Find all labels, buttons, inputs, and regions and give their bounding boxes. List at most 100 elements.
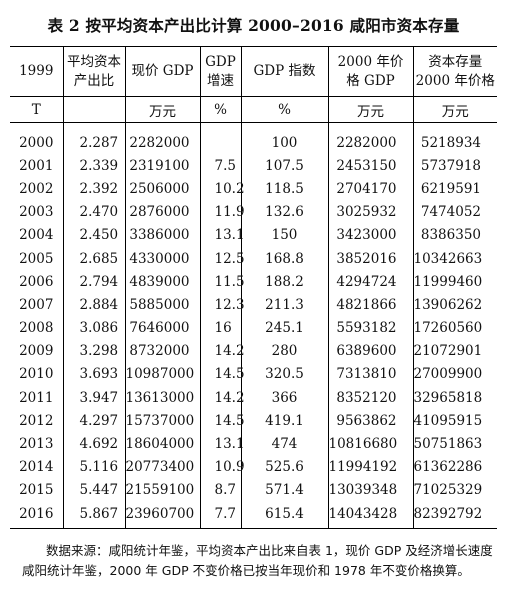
table-cell: 14043428 [327,502,413,530]
table-cell: 8732000 [124,339,200,363]
table-cell: 2000 [19,134,54,151]
table-row: 2000 2.287 2282000 100 2282000 5218934 [10,122,497,155]
table-cell: 17260560 [412,316,497,340]
table-cell: 571.4 [240,478,328,502]
table-cell: 61362286 [412,455,497,479]
table-cell: 7313810 [327,362,413,387]
table-cell: 3423000 [327,223,413,247]
table-cell: 82392792 [412,502,497,530]
table-cell: 2506000 [124,177,200,201]
table-cell: 4.692 [62,432,125,456]
table-cell: 3852016 [327,246,413,271]
table-cell: 2.287 [62,122,125,155]
unit-cell [62,96,125,123]
column-header-line: GDP [205,53,236,70]
column-header-line: 现价 GDP [131,63,194,79]
header-row: 1999 平均资本产出比 现价 GDP GDP 增速 GDP 指数 2000 年价格 GDP… [10,46,497,97]
table-row: 2003 2.470 2876000 11.9 132.6 3025932 7474052 [10,200,497,224]
column-header: GDP 指数 [240,46,328,97]
column-header: 现价 GDP [124,46,200,97]
table-cell: 2010 [19,366,54,383]
table-cell: 21072901 [412,339,497,363]
column-header: GDP 增速 [199,46,241,97]
table-row: 2006 2.794 4839000 11.5 188.2 4294724 11999460 [10,270,497,294]
table-cell: 2282000 [327,122,413,155]
table-cell: 2012 [19,412,54,429]
table-cell: 615.4 [240,502,328,530]
table-row: 2014 5.116 20773400 10.9 525.6 11994192 613622… [10,455,497,479]
table-cell: 71025329 [412,478,497,502]
table-row: 2007 2.884 5885000 12.3 211.3 4821866 13906262 [10,293,497,317]
table-cell: 3.947 [62,386,125,410]
table-row: 2012 4.297 15737000 14.5 419.1 9563862 4109591… [10,409,497,433]
table-cell: 2011 [19,389,54,406]
table-cell: 14.5 [199,409,245,433]
column-header: 1999 [10,46,63,97]
table-cell: 107.5 [240,154,328,178]
table-cell: 21559100 [124,478,200,502]
table-cell: 50751863 [412,432,497,456]
table-cell: 8352120 [327,386,413,410]
column-header-line: 产出比 [73,72,115,89]
table-cell: 16 [199,316,241,340]
table-cell: 5218934 [412,122,497,155]
table-cell: 4294724 [327,270,413,294]
table-cell: 5593182 [327,316,413,340]
unit-cell: % [199,96,241,123]
table-title: 表 2 按平均资本产出比计算 2000–2016 咸阳市资本存量 [47,16,460,35]
table-cell: 12.3 [199,293,245,317]
table-cell: 132.6 [240,200,328,224]
table-cell: 5885000 [124,293,200,317]
table-cell: 2282000 [124,122,200,155]
table-cell: 7646000 [124,316,200,340]
table-cell: 2008 [19,320,54,337]
table-cell: 7.5 [199,154,241,178]
units-row: T 万元%% 万元 万元 [10,96,497,123]
table-row: 2015 5.447 21559100 8.7 571.4 13039348 7102532… [10,478,497,502]
table-cell: 10.2 [199,177,245,201]
table-cell: 7474052 [412,200,497,224]
table-cell: 10.9 [199,455,245,479]
table-body: 2000 2.287 2282000 100 2282000 5218934 2001 2.3… [10,122,497,530]
table-cell: 2.884 [62,293,125,317]
table-cell: 9563862 [327,409,413,433]
unit-cell: 万元 [124,96,200,123]
table-cell: 2004 [19,227,54,244]
table-cell: 14.2 [199,386,245,410]
table-cell: 2319100 [124,154,200,178]
table-cell: 474 [240,432,328,456]
table-cell: 4821866 [327,293,413,317]
column-header: 2000 年价格 GDP [327,46,413,97]
table-cell: 2006 [19,273,54,290]
table-cell: 150 [240,223,328,247]
column-header-line: 1999 [19,63,54,79]
table-cell: 3025932 [327,200,413,224]
table-cell: 211.3 [240,293,328,317]
table-cell: 3.693 [62,362,125,387]
table-cell: 15737000 [124,409,200,433]
column-header-line: 增速 [207,72,234,89]
column-header-line: 2000 年价 [337,53,404,70]
table-cell: 2007 [19,296,54,313]
source-note: 数据来源：咸阳统计年鉴，平均资本产出比来自表 1，现价 GDP 及经济增长速度咸… [22,543,493,578]
table-cell: 10816680 [327,432,413,456]
column-header-line: 平均资本 [67,53,121,70]
table-cell: 13906262 [412,293,497,317]
table-row: 2002 2.392 2506000 10.2 118.5 2704170 6219591 [10,177,497,201]
table-cell: 18604000 [124,432,200,456]
table-cell: 5.867 [62,502,125,530]
table-cell: 2.450 [62,223,125,247]
table-cell: 118.5 [240,177,328,201]
table-row: 2005 2.685 4330000 12.5 168.8 3852016 10342663 [10,246,497,271]
table-cell: 11994192 [327,455,413,479]
column-header: 平均资本 产出比 [62,46,125,97]
table-row: 2016 5.867 23960700 7.7 615.4 14043428 8239279… [10,502,497,530]
table-cell: 100 [240,122,328,155]
table-cell [199,122,241,155]
table-row: 2011 3.947 13613000 14.2 366 8352120 32965818 [10,386,497,410]
table-cell: 5.447 [62,478,125,502]
table-cell: 12.5 [199,246,245,271]
table-cell: 3.086 [62,316,125,340]
table-cell: 2.470 [62,200,125,224]
table-row: 2008 3.086 7646000 16 245.1 5593182 17260560 [10,316,497,340]
